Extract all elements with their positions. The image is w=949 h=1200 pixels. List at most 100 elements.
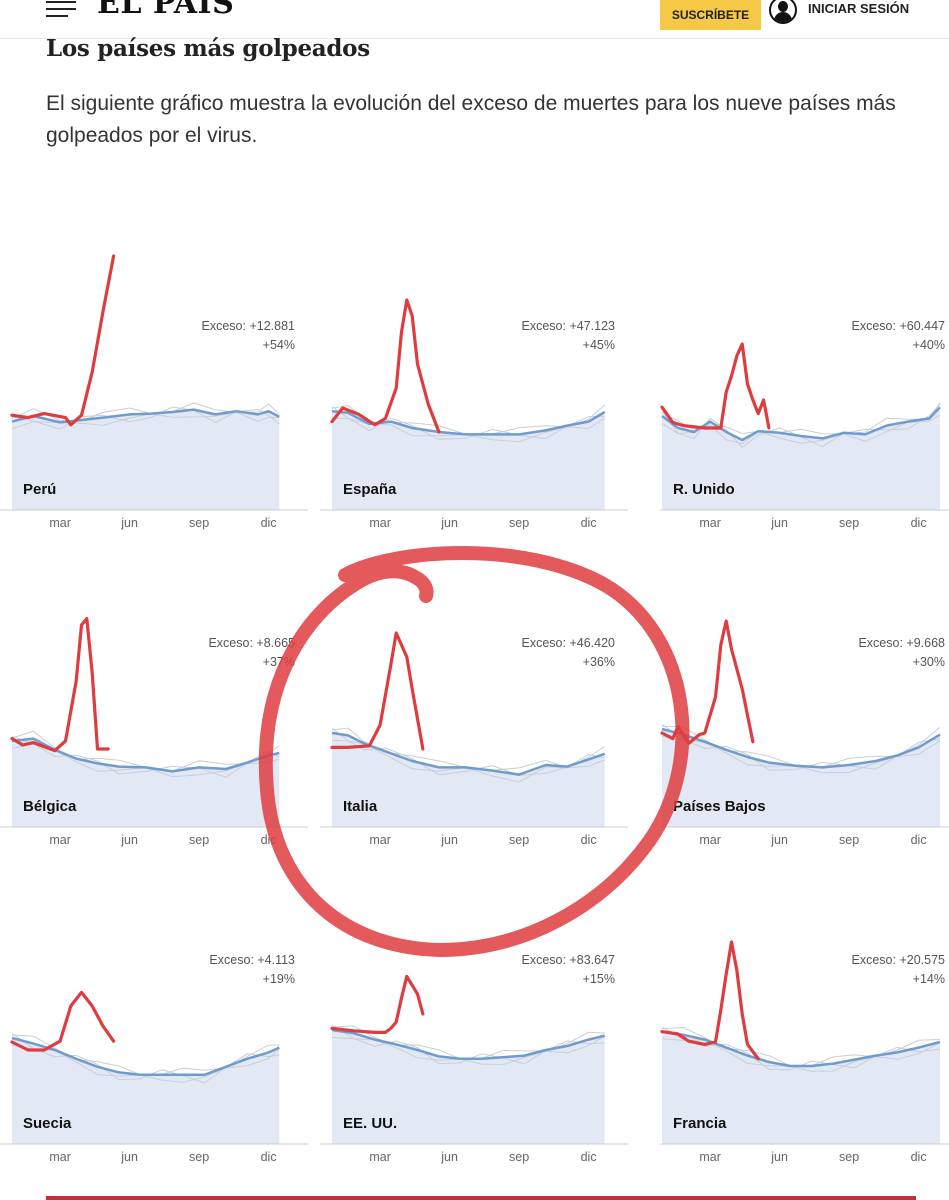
month-tick-label: jun xyxy=(770,833,788,847)
month-tick-label: dic xyxy=(911,833,927,847)
month-tick-label: sep xyxy=(189,833,209,847)
chart-svg-8: mar jun sep dic Exceso: +20.575 +14% Francia xyxy=(660,940,949,1164)
baseline-area xyxy=(12,738,280,827)
excess-percent-label: +40% xyxy=(913,338,945,352)
baseline-area xyxy=(662,1031,940,1144)
hamburger-menu-icon[interactable] xyxy=(46,0,78,20)
excess-percent-label: +36% xyxy=(583,655,615,669)
month-tick-label: jun xyxy=(440,516,458,530)
country-label: Bélgica xyxy=(23,798,77,815)
observed-line xyxy=(330,631,425,751)
excess-label: Exceso: +4.113 xyxy=(209,953,295,967)
observed-line xyxy=(10,617,110,753)
baseline-area xyxy=(12,409,280,510)
month-tick-label: dic xyxy=(261,1150,277,1164)
month-tick-label: sep xyxy=(509,516,529,530)
month-tick-label: mar xyxy=(49,833,71,847)
chart-panel-2: mar jun sep dic Exceso: +60.447 +40% R. Unido xyxy=(660,180,949,530)
chart-svg-6: mar jun sep dic Exceso: +4.113 +19% Suecia xyxy=(0,953,308,1164)
intro-paragraph: El siguiente gráfico muestra la evolució… xyxy=(46,92,896,147)
month-tick-label: dic xyxy=(581,1150,597,1164)
month-tick-label: mar xyxy=(49,516,71,530)
country-label: Países Bajos xyxy=(673,798,766,815)
month-tick-label: sep xyxy=(189,1150,209,1164)
excess-percent-label: +45% xyxy=(583,338,615,352)
month-tick-label: jun xyxy=(120,1150,138,1164)
expected-line xyxy=(11,1036,280,1077)
month-tick-label: dic xyxy=(911,1150,927,1164)
excess-label: Exceso: +83.647 xyxy=(522,953,616,967)
month-tick-label: dic xyxy=(911,516,927,530)
country-label: Francia xyxy=(673,1115,727,1132)
country-label: España xyxy=(343,481,397,498)
chart-svg-2: mar jun sep dic Exceso: +60.447 +40% R. Unido xyxy=(660,319,949,530)
chart-panel-5: mar jun sep dic Exceso: +9.668 +30% Países Baj… xyxy=(660,497,949,847)
chart-panel-1: mar jun sep dic Exceso: +47.123 +45% España xyxy=(320,180,630,530)
country-label: R. Unido xyxy=(673,481,735,498)
chart-svg-5: mar jun sep dic Exceso: +9.668 +30% Países Baj… xyxy=(660,619,949,847)
excess-label: Exceso: +20.575 xyxy=(852,953,946,967)
baseline-area xyxy=(332,1030,605,1144)
expected-line xyxy=(661,1030,941,1068)
month-tick-label: mar xyxy=(369,516,391,530)
chart-panel-0: mar jun sep dic Exceso: +12.881 +54% Perú xyxy=(0,180,310,530)
observed-line xyxy=(330,974,425,1034)
excess-percent-label: +15% xyxy=(583,972,615,986)
month-tick-label: sep xyxy=(189,516,209,530)
month-tick-label: mar xyxy=(699,1150,721,1164)
observed-line xyxy=(330,298,441,434)
section-title: Los países más golpeados xyxy=(46,35,370,62)
month-tick-label: sep xyxy=(839,1150,859,1164)
excess-label: Exceso: +46.420 xyxy=(522,636,616,650)
excess-label: Exceso: +9.668 xyxy=(858,636,945,650)
excess-percent-label: +19% xyxy=(263,972,295,986)
excess-percent-label: +14% xyxy=(913,972,945,986)
month-tick-label: jun xyxy=(770,1150,788,1164)
month-tick-label: mar xyxy=(49,1150,71,1164)
month-tick-label: mar xyxy=(369,1150,391,1164)
excess-percent-label: +54% xyxy=(263,338,295,352)
observed-line xyxy=(660,342,771,430)
excess-label: Exceso: +8.665 xyxy=(208,636,295,650)
observed-line xyxy=(10,990,116,1052)
chart-panel-4: mar jun sep dic Exceso: +46.420 +36% Italia xyxy=(320,497,630,847)
month-tick-label: jun xyxy=(120,516,138,530)
observed-line xyxy=(660,940,760,1061)
country-label: Suecia xyxy=(23,1115,72,1132)
chart-panel-6: mar jun sep dic Exceso: +4.113 +19% Suecia xyxy=(0,814,310,1164)
excess-label: Exceso: +47.123 xyxy=(522,319,616,333)
user-icon[interactable] xyxy=(769,0,797,24)
month-tick-label: jun xyxy=(770,516,788,530)
chart-panel-3: mar jun sep dic Exceso: +8.665 +37% Bélgica xyxy=(0,497,310,847)
expected-line xyxy=(11,408,280,424)
site-header: EL PAÍS SUSCRÍBETE INICIAR SESIÓN xyxy=(0,0,949,39)
expected-line xyxy=(661,727,941,769)
expected-line xyxy=(331,1028,606,1061)
country-label: Italia xyxy=(343,798,378,815)
country-label: EE. UU. xyxy=(343,1115,397,1132)
bottom-bar xyxy=(46,1196,916,1200)
month-tick-label: sep xyxy=(839,516,859,530)
login-link[interactable]: INICIAR SESIÓN xyxy=(808,1,910,16)
month-tick-label: jun xyxy=(440,1150,458,1164)
observed-line xyxy=(660,619,755,745)
chart-panel-8: mar jun sep dic Exceso: +20.575 +14% Francia xyxy=(660,814,949,1164)
baseline-area xyxy=(662,729,940,827)
site-logo[interactable]: EL PAÍS xyxy=(97,0,235,21)
excess-label: Exceso: +60.447 xyxy=(852,319,946,333)
baseline-area xyxy=(12,1038,280,1144)
subscribe-button[interactable]: SUSCRÍBETE xyxy=(660,0,761,30)
chart-panel-7: mar jun sep dic Exceso: +83.647 +15% EE. UU. xyxy=(320,814,630,1164)
excess-label: Exceso: +12.881 xyxy=(202,319,296,333)
month-tick-label: mar xyxy=(699,833,721,847)
chart-svg-0: mar jun sep dic Exceso: +12.881 +54% Perú xyxy=(0,254,308,530)
chart-svg-1: mar jun sep dic Exceso: +47.123 +45% España xyxy=(320,298,628,530)
month-tick-label: mar xyxy=(699,516,721,530)
expected-line xyxy=(331,409,606,436)
excess-percent-label: +30% xyxy=(913,655,945,669)
month-tick-label: sep xyxy=(509,1150,529,1164)
month-tick-label: jun xyxy=(120,833,138,847)
chart-svg-7: mar jun sep dic Exceso: +83.647 +15% EE. UU. xyxy=(320,953,628,1164)
month-tick-label: sep xyxy=(839,833,859,847)
country-label: Perú xyxy=(23,481,56,498)
